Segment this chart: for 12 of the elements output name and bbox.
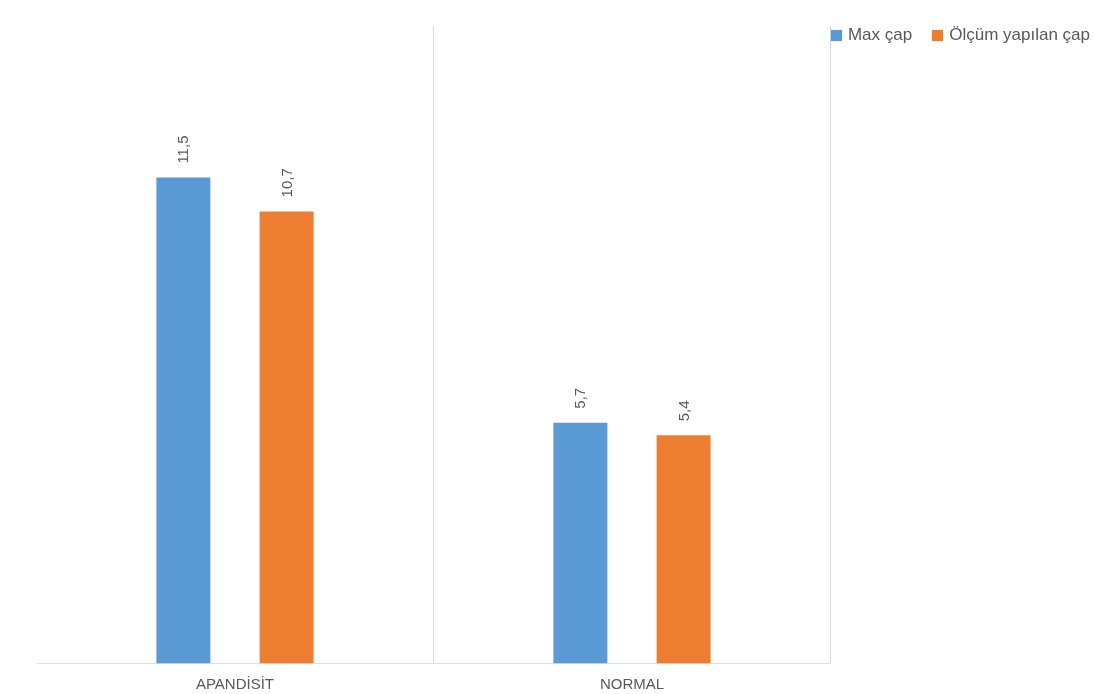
x-tick-label: APANDİSİT	[195, 674, 275, 692]
bar	[656, 435, 711, 664]
data-label: 10,7	[277, 168, 295, 198]
data-label: 5,4	[674, 400, 692, 422]
legend-label: Max çap	[847, 25, 913, 45]
bar	[259, 211, 314, 664]
x-tick-label: NORMAL	[599, 674, 665, 692]
data-label: 5,7	[571, 387, 589, 409]
legend-label: Ölçüm yapılan çap	[949, 25, 1090, 45]
data-label: 11,5	[174, 135, 192, 164]
bar	[156, 177, 211, 664]
bar	[553, 422, 608, 664]
